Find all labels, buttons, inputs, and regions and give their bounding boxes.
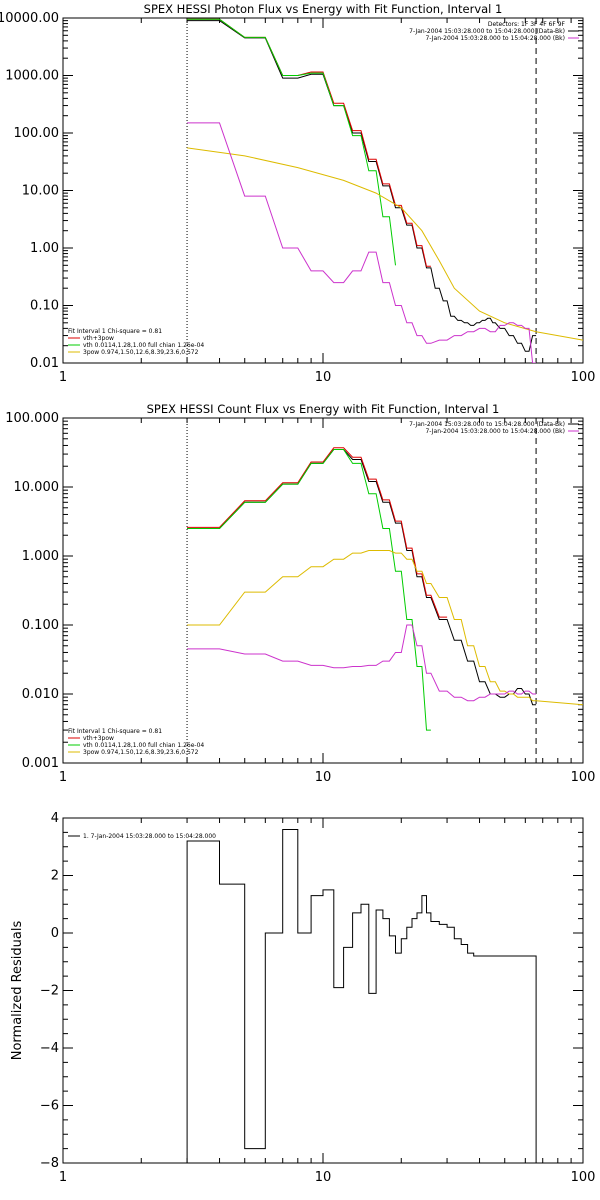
y-tick-label: −2: [40, 984, 59, 999]
y-tick-label: 0.100: [22, 618, 59, 633]
x-tick-label: 10: [315, 1170, 332, 1185]
x-tick-label: 100: [571, 770, 596, 785]
y-tick-label: 0.001: [22, 756, 59, 771]
y-tick-label: 2: [51, 869, 59, 884]
y-tick-label: 10000.00: [0, 11, 59, 26]
x-tick-label: 1: [59, 370, 67, 385]
y-tick-label: 100.000: [5, 411, 59, 426]
y-tick-label: 1.000: [22, 549, 59, 564]
legend-entry: 1. 7-Jan-2004 15:03:28.000 to 15:04:28.0…: [83, 833, 216, 840]
series-line-3: [187, 18, 396, 266]
chart-panel-1: SPEX HESSI Photon Flux vs Energy with Fi…: [0, 2, 595, 385]
series-line-3: [187, 449, 431, 731]
chart-title: SPEX HESSI Photon Flux vs Energy with Fi…: [144, 2, 503, 16]
y-tick-label: 0.10: [30, 299, 59, 314]
chart-panel-2: SPEX HESSI Count Flux vs Energy with Fit…: [5, 402, 595, 785]
y-tick-label: 0: [51, 926, 59, 941]
y-tick-label: −8: [40, 1156, 59, 1171]
y-tick-label: 0.01: [30, 356, 59, 371]
plot-frame: [62, 817, 584, 1164]
plot-frame: [62, 417, 584, 764]
series-line-1: [186, 829, 537, 1163]
y-tick-label: −4: [40, 1041, 59, 1056]
series-line-1: [187, 20, 537, 352]
series-line-4: [187, 550, 583, 706]
y-axis-label: Normalized Residuals: [10, 921, 25, 1061]
info-line: 7-Jan-2004 15:03:28.000 to 15:04:28.000 …: [409, 28, 565, 35]
legend-entry: vth+3pow: [83, 735, 114, 742]
info-line: 7-Jan-2004 15:03:28.000 to 15:04:28.000 …: [425, 428, 565, 435]
legend-entry: vth+3pow: [83, 335, 114, 342]
y-tick-label: 10.00: [22, 184, 59, 199]
legend-entry: 3pow 0.974,1.50,12.6,8.39,23.6,0.572: [83, 749, 199, 756]
y-tick-label: 10.000: [14, 480, 60, 495]
info-line: 7-Jan-2004 15:03:28.000 to 15:04:28.000 …: [409, 421, 565, 428]
info-line: 7-Jan-2004 15:03:28.000 to 15:04:28.000 …: [425, 35, 565, 42]
y-tick-label: 0.010: [22, 687, 59, 702]
x-tick-label: 100: [571, 1170, 596, 1185]
y-tick-label: 100.00: [14, 126, 60, 141]
series-line-4: [187, 147, 583, 341]
chart-title: SPEX HESSI Count Flux vs Energy with Fit…: [147, 402, 500, 416]
series-line-5: [187, 624, 537, 702]
series-line-5: [187, 122, 537, 363]
info-line: Detectors: 1F 3F 4F 6F 9F: [488, 21, 566, 28]
x-tick-label: 10: [315, 770, 332, 785]
series-line-2: [187, 447, 448, 618]
chart-panel-3: 1 10 100 −8 −6 −4 −2 0 2 4 Normalized Residuals 1. …: [10, 811, 595, 1185]
y-tick-label: 4: [51, 811, 59, 826]
legend-entry: vth 0.0114,1.28,1.00 full chian 1.26e-04: [83, 742, 204, 749]
y-tick-label: −6: [40, 1099, 59, 1114]
plot-frame: [62, 17, 584, 364]
x-tick-label: 10: [315, 370, 332, 385]
legend-entry: Fit Interval 1 Chi-square = 0.81: [68, 728, 162, 735]
y-tick-label: 1000.00: [5, 69, 59, 84]
y-tick-label: 1.00: [30, 241, 59, 256]
x-tick-label: 1: [59, 770, 67, 785]
series-line-2: [187, 18, 431, 267]
legend-entry: vth 0.0114,1.28,1.00 full chian 1.26e-04: [83, 342, 204, 349]
x-tick-label: 1: [59, 1170, 67, 1185]
x-tick-label: 100: [571, 370, 596, 385]
legend-entry: 3pow 0.974,1.50,12.6,8.39,23.6,0.572: [83, 349, 199, 356]
legend-entry: Fit Interval 1 Chi-square = 0.81: [68, 328, 162, 335]
